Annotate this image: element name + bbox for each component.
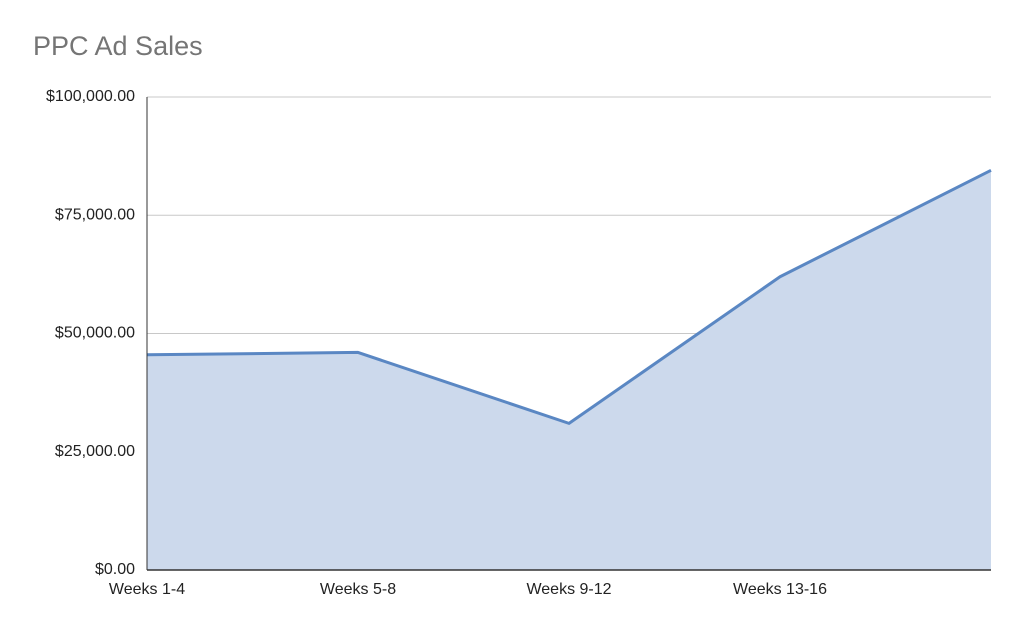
y-tick-label: $25,000.00 (55, 443, 135, 460)
chart-title: PPC Ad Sales (33, 31, 203, 61)
line (146, 168, 992, 425)
x-tick-label: Weeks 1-4 (109, 581, 185, 598)
x-tick-label: Weeks 5-8 (320, 581, 396, 598)
y-tick-label: $50,000.00 (55, 325, 135, 342)
y-tick-label: $75,000.00 (55, 206, 135, 223)
area-fill (147, 170, 991, 570)
y-tick-label: $100,000.00 (46, 88, 135, 105)
x-tick-label: Weeks 13-16 (733, 581, 827, 598)
y-tick-label: $0.00 (95, 561, 135, 578)
x-tick-label: Weeks 9-12 (526, 581, 611, 598)
